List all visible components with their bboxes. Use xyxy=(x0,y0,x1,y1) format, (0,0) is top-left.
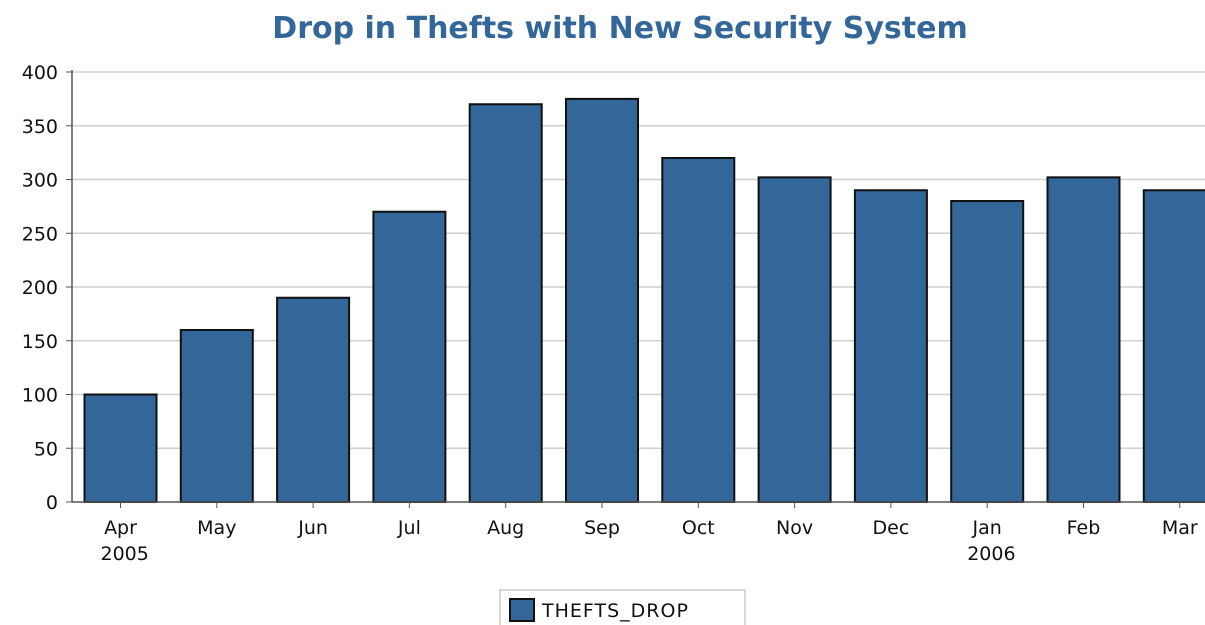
bar-series xyxy=(83,97,1205,503)
x-axis-ticks: Apr May Jun Jul Aug Sep Oct Nov Dec Jan Feb Mar 2005… xyxy=(101,502,1198,565)
x-tick-label: Nov xyxy=(776,517,813,539)
y-tick-label: 250 xyxy=(22,223,58,245)
y-tick-label: 150 xyxy=(22,331,58,353)
x-tick-label: Sep xyxy=(584,517,620,539)
chart-title: Drop in Thefts with New Security System xyxy=(272,11,967,46)
x-tick-label: May xyxy=(197,517,236,539)
bar xyxy=(83,393,158,503)
bar xyxy=(565,97,639,503)
x-tick-label: Feb xyxy=(1067,517,1101,539)
legend: THEFTS_DROP xyxy=(499,589,746,625)
bar xyxy=(468,103,543,503)
bar xyxy=(661,157,736,503)
x-tick-label: Apr xyxy=(104,517,137,539)
y-tick-label: 200 xyxy=(22,277,58,299)
x-tick-label: Mar xyxy=(1162,517,1198,539)
y-axis-ticks: 0 50 100 150 200 250 300 350 400 xyxy=(22,62,72,514)
legend-swatch xyxy=(509,598,535,622)
y-tick-label: 0 xyxy=(46,492,58,514)
bar xyxy=(1046,176,1121,503)
y-tick-label: 400 xyxy=(22,62,58,84)
legend-label: THEFTS_DROP xyxy=(541,600,689,622)
x-tick-label: Jul xyxy=(397,517,421,539)
y-tick-label: 300 xyxy=(22,170,58,192)
y-tick-label: 100 xyxy=(22,385,58,407)
bar xyxy=(950,200,1025,503)
legend-box xyxy=(499,589,746,625)
x-tick-label: Jan xyxy=(972,517,1002,539)
y-tick-label: 350 xyxy=(22,116,58,138)
x-tick-label: Oct xyxy=(682,517,715,539)
x-tick-label: Aug xyxy=(487,517,524,539)
bar xyxy=(276,296,351,503)
x-year-label: 2006 xyxy=(967,543,1015,565)
bar xyxy=(1142,189,1205,503)
x-year-label: 2005 xyxy=(101,543,149,565)
x-tick-label: Dec xyxy=(873,517,910,539)
y-tick-label: 50 xyxy=(34,438,58,460)
bar xyxy=(179,329,254,503)
x-tick-label: Jun xyxy=(297,517,328,539)
axes xyxy=(71,70,1205,503)
bar xyxy=(853,189,928,503)
bar xyxy=(372,210,447,503)
bar xyxy=(757,176,832,503)
